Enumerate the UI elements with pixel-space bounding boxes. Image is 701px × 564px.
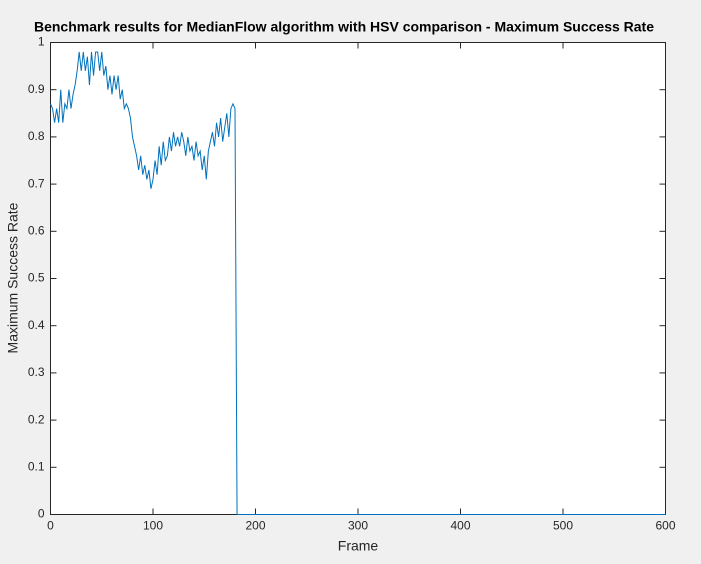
y-tick-label: 0.6 [28,223,45,237]
x-tick-label: 0 [47,519,54,533]
y-tick-label: 0.5 [28,271,45,285]
y-tick-label: 0.9 [28,82,45,96]
chart-title: Benchmark results for MedianFlow algorit… [34,19,654,35]
x-tick-label: 600 [655,519,675,533]
x-tick-label: 200 [245,519,265,533]
y-tick-label: 1 [38,35,45,49]
y-tick-label: 0.3 [28,365,45,379]
y-tick-label: 0.8 [28,129,45,143]
y-tick-label: 0 [38,507,45,521]
x-tick-label: 100 [143,519,163,533]
x-axis-label: Frame [338,538,379,554]
y-axis-label: Maximum Success Rate [5,202,21,353]
x-tick-label: 300 [348,519,368,533]
x-tick-label: 400 [450,519,470,533]
data-line [50,51,666,515]
y-tick-label: 0.2 [28,412,45,426]
plot-area [50,42,666,515]
y-tick-label: 0.7 [28,176,45,190]
x-tick-label: 500 [553,519,573,533]
y-tick-label: 0.1 [28,459,45,473]
y-tick-label: 0.4 [28,318,45,332]
